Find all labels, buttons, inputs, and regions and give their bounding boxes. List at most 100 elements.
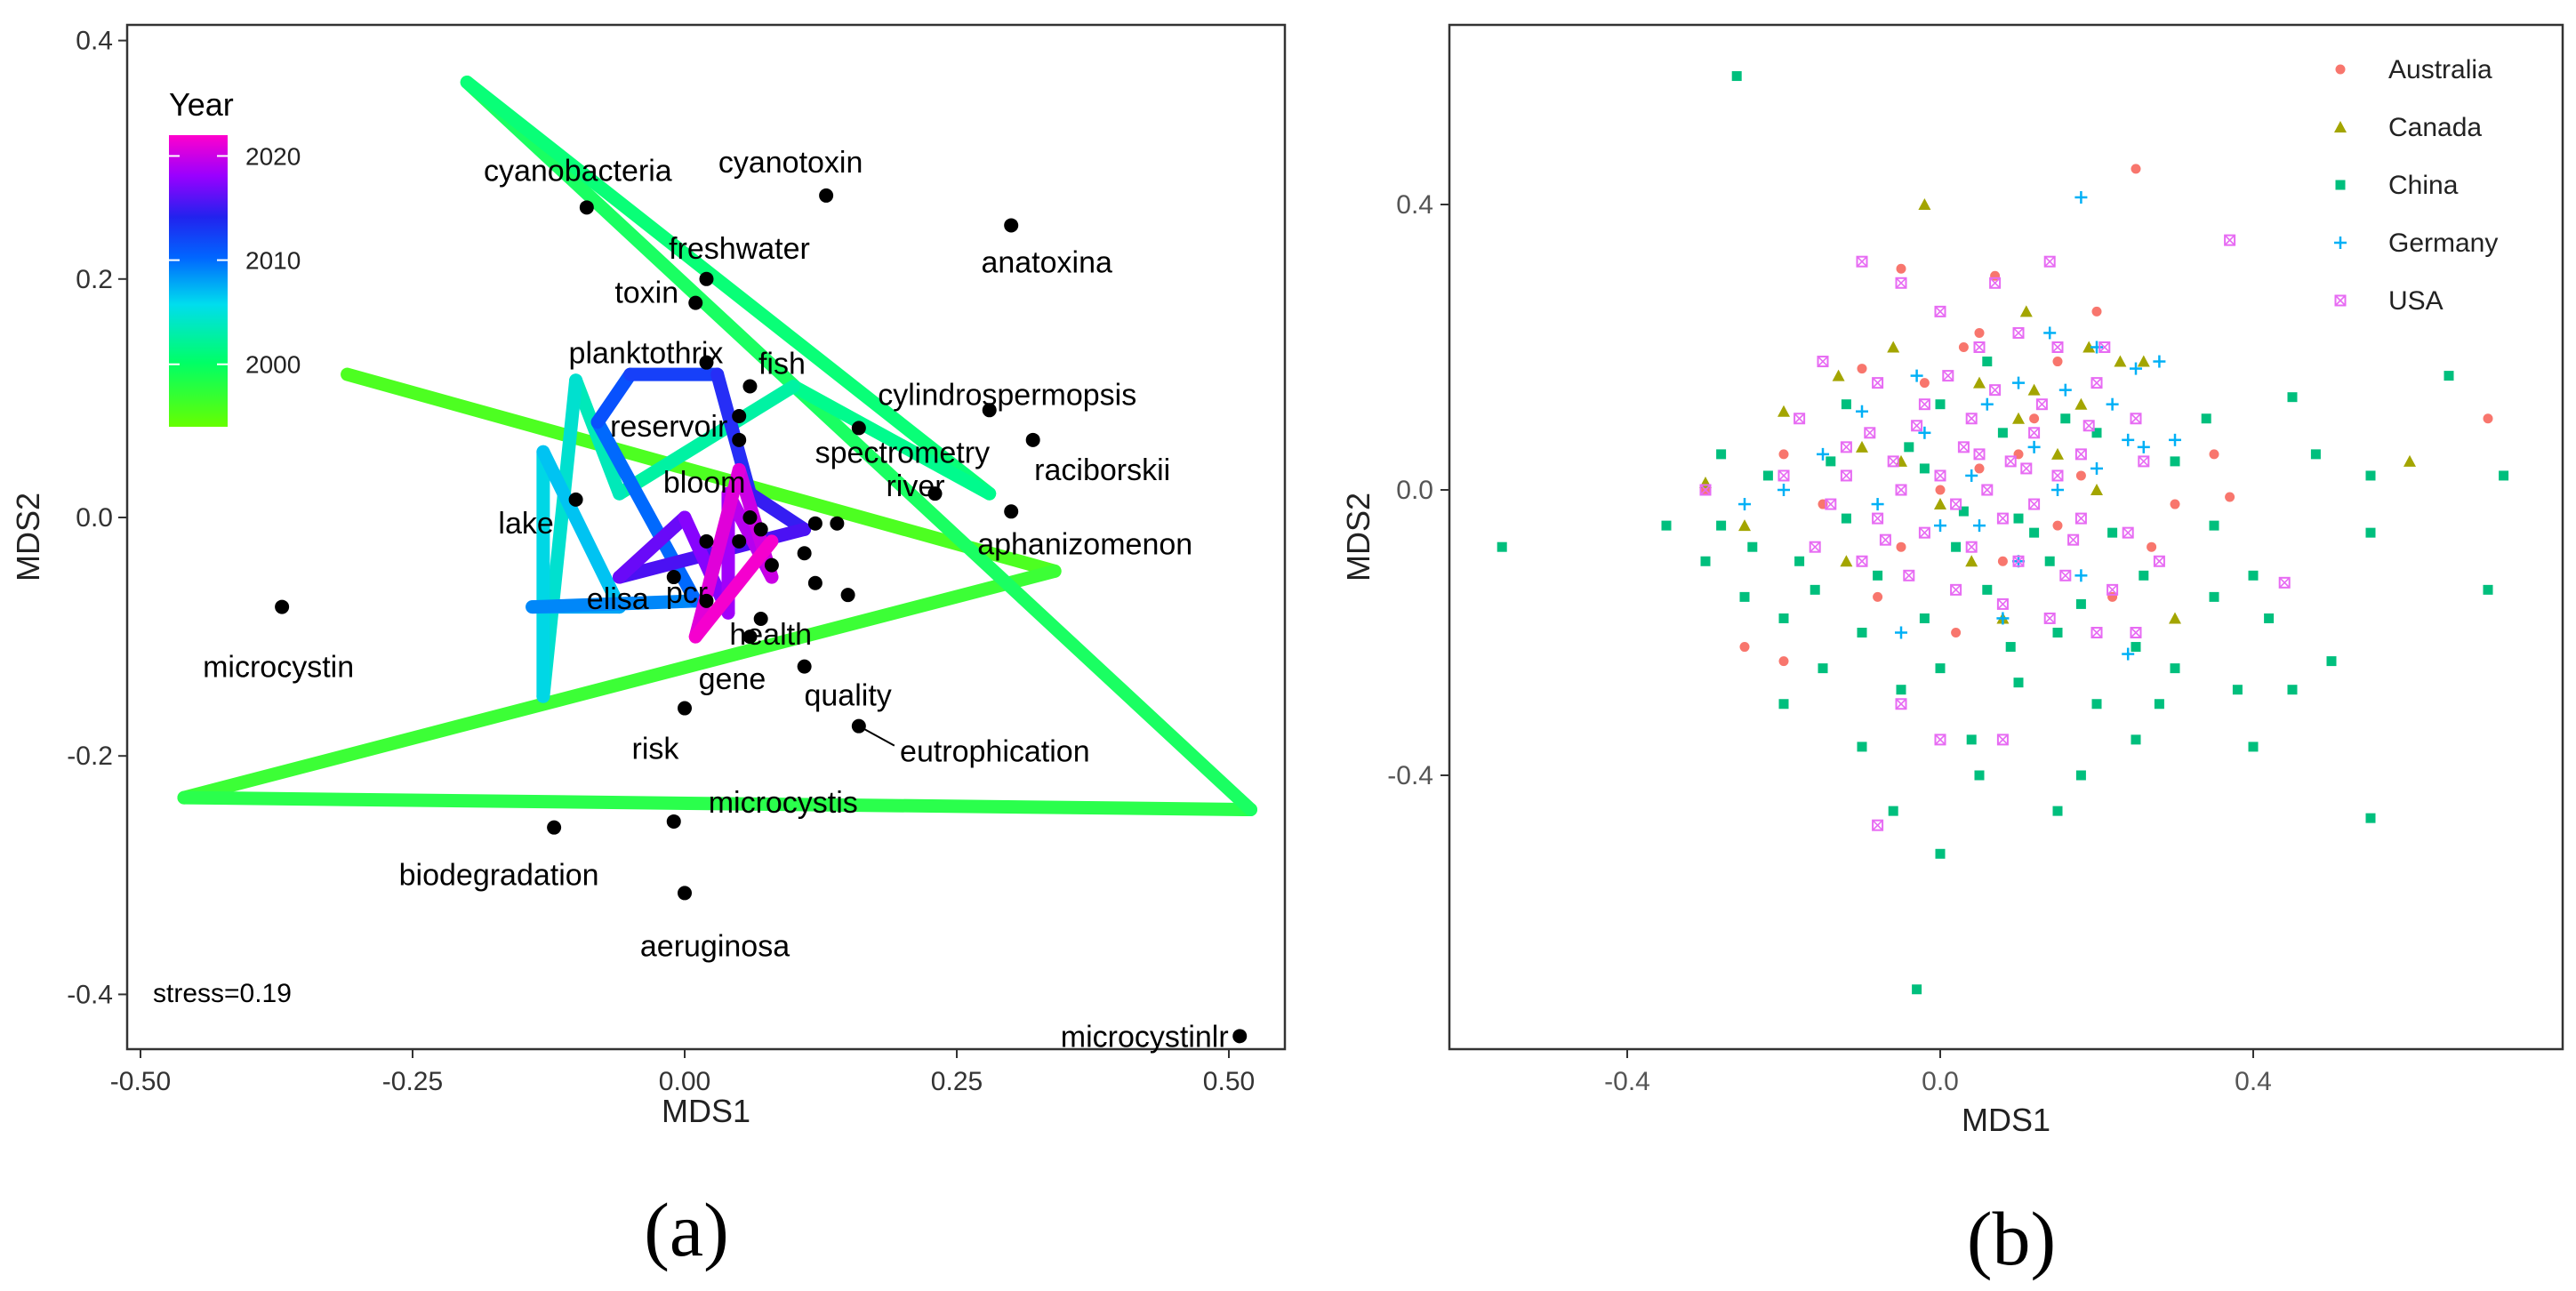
- panel-b-x-tick-label: 0.4: [2235, 1067, 2272, 1096]
- keyword-point-biodegradation: [547, 820, 562, 835]
- sqx-box: [1918, 526, 1930, 539]
- legend-marker-usa: [2334, 294, 2347, 307]
- point-canada: [2082, 341, 2096, 353]
- keyword-point-bloom: [732, 432, 747, 447]
- sqx-d2: [1873, 513, 1883, 524]
- point-germany: [1934, 519, 1946, 533]
- point-china: [2005, 642, 2016, 653]
- point-china: [2209, 520, 2219, 531]
- keyword-point-lake: [568, 492, 583, 507]
- point-china: [1896, 685, 1906, 695]
- sqx-d2: [1904, 570, 1914, 581]
- point-usa: [2004, 455, 2017, 468]
- point-china: [1778, 613, 1789, 623]
- point-germany: [2090, 341, 2103, 354]
- point-australia: [2029, 413, 2040, 424]
- stress-annotation: stress=0.19: [153, 979, 292, 1008]
- sqx-box: [1996, 597, 2009, 610]
- sqx-box: [2099, 341, 2111, 353]
- sqx-box: [1872, 819, 1884, 831]
- legend-tick-label: 2020: [245, 142, 301, 170]
- sqx-d2: [1935, 470, 1946, 481]
- point-australia: [1896, 263, 1906, 274]
- sqx-box: [1950, 583, 1962, 596]
- sqx-box: [1950, 498, 1962, 510]
- sqx-box: [1864, 427, 1876, 439]
- sqx-box: [1911, 420, 1923, 432]
- trajectory-segment: [613, 510, 692, 584]
- keyword-label: elisa: [587, 582, 649, 616]
- panel-a-x-tick-label: -0.50: [110, 1067, 171, 1096]
- keyword-label: cylindrospermopsis: [878, 378, 1136, 412]
- panel-b-label: (b): [1967, 1196, 2056, 1281]
- panel-a-x-axis-title: MDS1: [662, 1093, 750, 1129]
- sqx-d2: [1919, 399, 1930, 410]
- sqx-box: [2130, 627, 2142, 638]
- point-canada: [1738, 519, 1751, 532]
- point-australia: [1951, 628, 1962, 637]
- point-australia: [1739, 642, 1750, 653]
- panel-a-x-tick-label: 0.50: [1203, 1067, 1255, 1096]
- point-usa: [1918, 398, 1930, 411]
- sqx-box: [1895, 277, 1907, 289]
- point-usa: [1973, 448, 1986, 461]
- point-china: [1888, 806, 1898, 816]
- point-china: [2499, 470, 2509, 481]
- point-australia: [1873, 591, 1883, 602]
- sqx-d2: [2013, 556, 2024, 566]
- keyword-label: health: [729, 618, 812, 652]
- sqx-box: [2090, 627, 2103, 638]
- point-germany: [2122, 647, 2135, 661]
- sqx-box: [2138, 455, 2150, 468]
- sqx-d2: [1857, 256, 1867, 267]
- sqx-d2: [2029, 428, 2040, 438]
- sqx-d2: [2225, 235, 2235, 245]
- sqx-d2: [2052, 341, 2063, 353]
- trajectory-segment: [177, 564, 1062, 805]
- sqx-d2: [2139, 456, 2149, 467]
- point-china: [1919, 463, 1930, 474]
- point-australia: [2052, 520, 2063, 531]
- point-germany: [1980, 397, 1994, 411]
- sqx-d2: [1794, 413, 1805, 424]
- point-china: [2013, 678, 2024, 688]
- sqx-box: [2043, 255, 2056, 268]
- keyword-point-river: [927, 486, 943, 501]
- point-usa: [1887, 455, 1899, 468]
- point-australia: [1778, 449, 1789, 460]
- sqx-d2: [2075, 449, 2086, 460]
- sqx-d2: [2060, 570, 2071, 581]
- point-australia: [2091, 306, 2102, 317]
- point-usa: [1809, 541, 1821, 553]
- keyword-point-raciborskii: [1025, 432, 1040, 447]
- point-germany: [2074, 569, 2088, 582]
- legend-marker-australia: [2335, 64, 2346, 75]
- sqx-box: [1809, 541, 1821, 553]
- point-china: [1818, 663, 1828, 674]
- point-australia: [1919, 378, 1930, 389]
- point-usa: [1973, 341, 1986, 353]
- point-usa: [1872, 377, 1884, 389]
- sqx-box: [1942, 370, 1954, 382]
- point-china: [2248, 742, 2259, 752]
- point-china: [2170, 456, 2180, 467]
- point-usa: [2012, 555, 2025, 567]
- legend-label-usa: USA: [2388, 286, 2444, 316]
- sqx-box: [1879, 533, 1891, 546]
- point-usa: [2278, 576, 2291, 589]
- sqx-box: [1825, 498, 1837, 510]
- keyword-point-cylindrospermopsis: [982, 403, 997, 418]
- sqx-d2: [1888, 456, 1898, 467]
- point-usa: [2099, 341, 2111, 353]
- point-china: [2444, 371, 2454, 381]
- point-usa: [2074, 448, 2087, 461]
- trajectory-segment: [177, 790, 1257, 817]
- point-china: [1919, 613, 1930, 623]
- point-australia: [1958, 342, 1969, 352]
- point-australia: [2052, 357, 2063, 367]
- point-china: [2091, 428, 2102, 438]
- point-china: [1716, 520, 1727, 531]
- point-china: [1747, 541, 1758, 552]
- sqx-d2: [1778, 470, 1789, 481]
- sqx-box: [2028, 498, 2041, 510]
